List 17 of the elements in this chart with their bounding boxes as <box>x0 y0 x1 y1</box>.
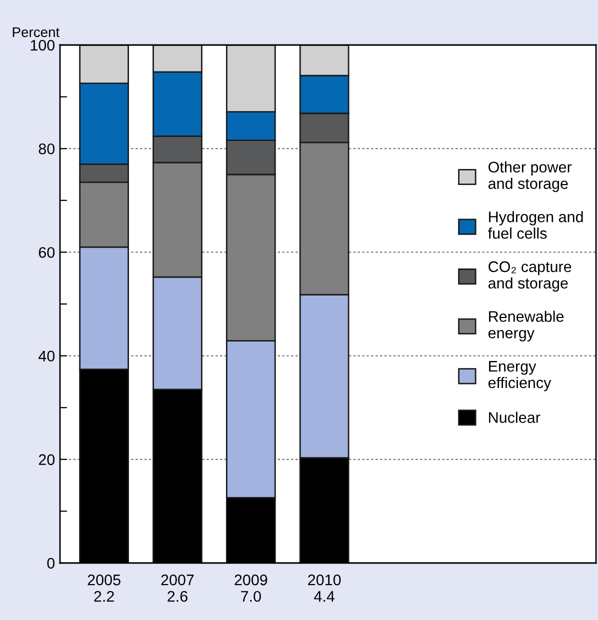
legend-label: Hydrogen and fuel cells <box>488 211 583 239</box>
x-tick-label: 2010 4.4 <box>308 574 341 602</box>
y-tick-label: 20 <box>38 454 55 466</box>
y-tick-label: 100 <box>30 40 55 51</box>
legend-label: Other power and storage <box>488 161 572 192</box>
y-tick-label: 40 <box>38 350 55 362</box>
y-axis-title: Percent <box>12 27 60 38</box>
y-tick-label: 60 <box>38 247 55 258</box>
y-tick-label: 80 <box>38 143 55 154</box>
legend-label: CO₂ capture and storage <box>488 261 572 292</box>
x-tick-label: 2007 2.6 <box>161 574 194 602</box>
legend-label: Energy efficiency <box>488 361 552 392</box>
x-tick-label: 2005 2.2 <box>88 574 120 602</box>
legend-label: Nuclear <box>489 412 540 423</box>
x-tick-label: 2009 7.0 <box>234 574 268 602</box>
legend-label: Renewable energy <box>488 310 564 342</box>
y-tick-label: 0 <box>47 558 55 569</box>
